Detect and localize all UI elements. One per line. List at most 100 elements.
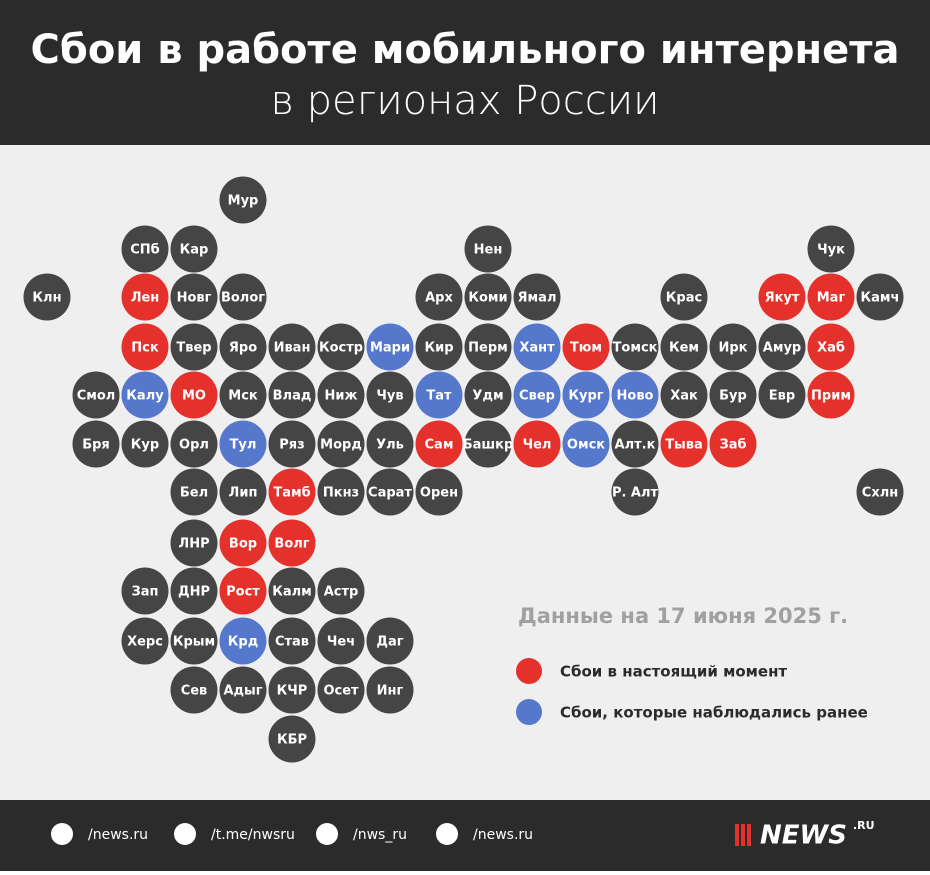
region-tile [611,420,659,468]
legend-label: Сбои в настоящий момент [560,663,787,681]
region-tile [464,323,512,371]
region-label: Кург [568,389,603,404]
footer-bg [0,800,930,871]
region-tile [709,371,757,419]
region-label: Крым [173,635,215,650]
region-tile [513,420,561,468]
region-tile [611,468,659,516]
region-tile [170,617,218,665]
region-label: Волг [274,537,309,552]
region-tile [807,323,855,371]
region-label: Волог [221,291,265,306]
region-label: Мск [228,389,258,404]
region-label: Заб [719,438,746,453]
region-label: Кур [131,438,159,453]
region-tile [219,617,267,665]
region-label: Хак [670,389,698,404]
region-tile [660,323,708,371]
logo-suffix: .RU [853,819,875,832]
region-tile [366,371,414,419]
subtitle: в регионах России [271,78,660,124]
region-tile [170,225,218,273]
region-label: Ряз [279,438,304,453]
region-tile [758,323,806,371]
region-label: Орен [420,486,458,501]
footer-icon [436,823,458,845]
footer-link[interactable]: /news.ru [473,827,533,843]
region-label: Крд [228,635,258,650]
region-label: ДНР [178,585,210,600]
region-label: Евр [769,389,795,404]
region-label: Сарат [368,486,412,501]
footer-link[interactable]: /nws_ru [353,827,407,843]
region-label: Чув [376,389,403,404]
region-tile [562,371,610,419]
region-tile [562,420,610,468]
region-tile [660,273,708,321]
region-tile [758,273,806,321]
region-tile [121,567,169,615]
region-label: Калм [272,585,312,600]
region-label: Яро [229,341,257,356]
region-label: Арх [425,291,453,306]
region-tile [366,468,414,516]
region-tile [562,323,610,371]
region-label: Херс [127,635,163,650]
region-label: Хаб [817,341,845,356]
region-tile [219,323,267,371]
region-tile [219,420,267,468]
region-label: Сев [181,684,208,699]
footer-link[interactable]: /news.ru [88,827,148,843]
region-label: Бур [719,389,747,404]
region-label: Клн [32,291,61,306]
date-note: Данные на 17 июня 2025 г. [518,604,848,628]
region-label: Морд [320,438,362,453]
region-tile [366,420,414,468]
region-tile [464,420,512,468]
legend: Сбои в настоящий момент Сбои, которые наб… [516,658,868,725]
region-label: Инг [377,684,404,699]
legend-swatch [516,699,542,725]
footer-link[interactable]: /t.me/nwsru [211,827,295,843]
region-label: Амур [763,341,801,356]
region-tile [317,666,365,714]
region-tile [219,468,267,516]
region-label: Даг [376,635,403,650]
region-label: КЧР [277,684,308,699]
region-label: Твер [176,341,211,356]
header-bg [0,0,930,145]
region-tile [170,519,218,567]
region-tile [121,273,169,321]
region-label: Адыг [223,684,262,699]
region-label: Чеч [327,635,355,650]
logo-bar [747,824,751,846]
region-label: СПб [130,243,160,258]
region-label: Прим [811,389,851,404]
region-label: Башкр [463,438,514,453]
region-label: Тул [230,438,257,453]
region-tile [170,323,218,371]
region-tile [660,371,708,419]
tile-map: Мур СПб Кар Нен Чук Клн Лен Новг Волог Арх Коми Яма… [23,176,904,763]
region-label: Астр [324,585,359,600]
region-tile [317,371,365,419]
region-label: Схлн [862,486,898,501]
region-tile [121,420,169,468]
region-tile [415,323,463,371]
region-label: Осет [323,684,359,699]
region-label: Свер [519,389,555,404]
region-label: Кар [180,243,209,258]
region-label: Якут [765,291,800,306]
region-tile [415,273,463,321]
region-label: Ниж [325,389,358,404]
region-tile [268,567,316,615]
region-label: Крас [666,291,702,306]
region-label: Перм [468,341,508,356]
legend-swatch [516,658,542,684]
region-tile [366,617,414,665]
region-label: Маг [817,291,846,306]
region-tile [513,273,561,321]
region-tile [317,567,365,615]
region-tile [366,323,414,371]
